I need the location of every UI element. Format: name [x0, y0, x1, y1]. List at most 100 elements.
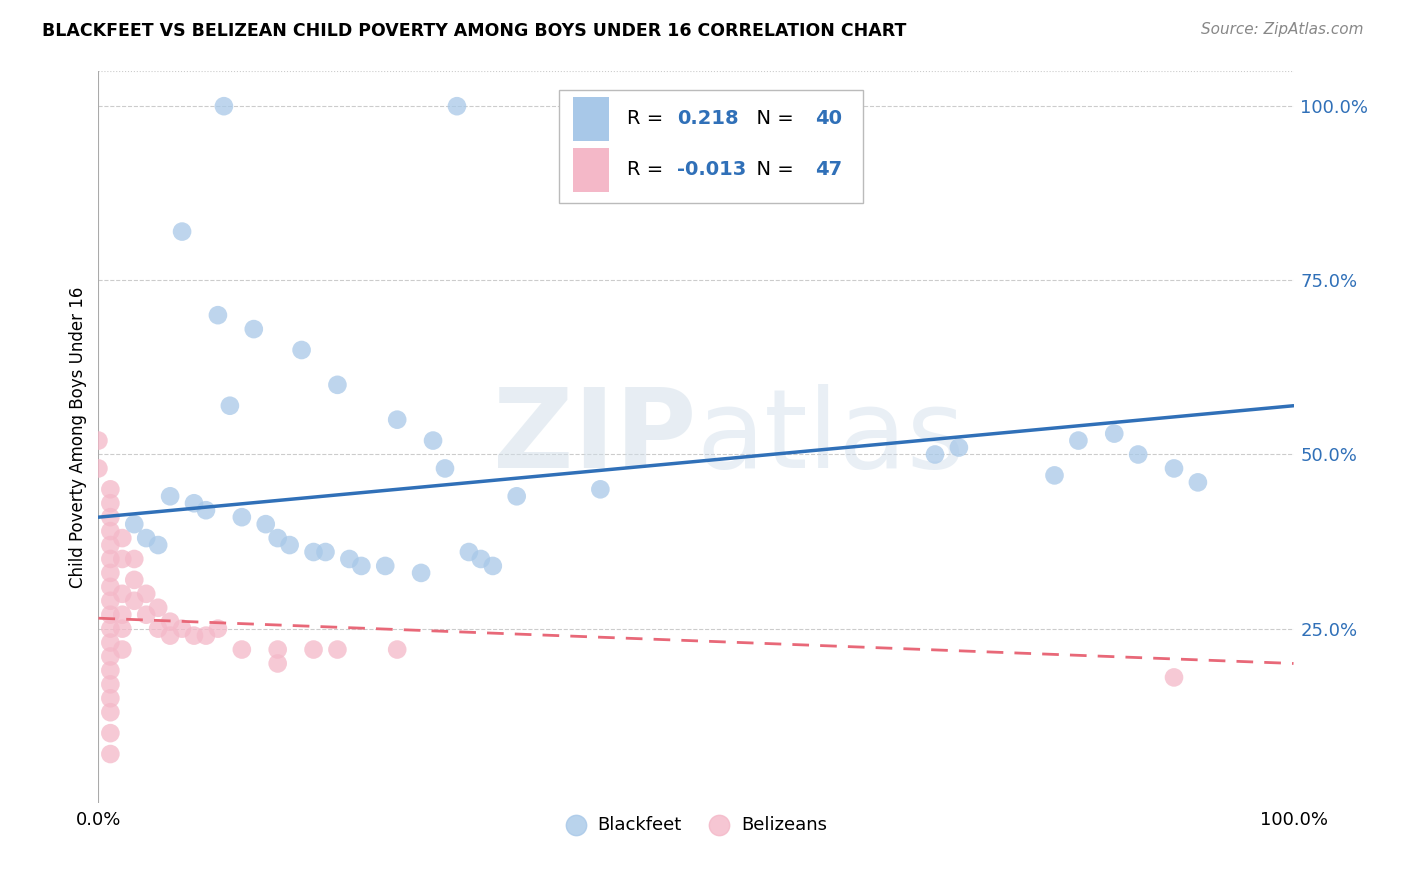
Point: [481, 558, 505, 573]
Point: [302, 545, 325, 559]
Point: [98, 510, 122, 524]
Text: N =: N =: [744, 109, 800, 128]
Point: [148, 622, 170, 636]
Point: [159, 489, 181, 503]
Point: [326, 642, 349, 657]
FancyBboxPatch shape: [572, 96, 609, 141]
Point: [385, 642, 409, 657]
Point: [385, 412, 409, 426]
Point: [207, 308, 229, 322]
Point: [98, 705, 122, 719]
Point: [98, 594, 122, 608]
Text: 47: 47: [815, 161, 842, 179]
Point: [278, 538, 301, 552]
Text: N =: N =: [744, 161, 800, 179]
Point: [411, 566, 433, 580]
Point: [111, 531, 134, 545]
Point: [267, 531, 290, 545]
Point: [87, 434, 110, 448]
Point: [458, 545, 481, 559]
Point: [589, 483, 612, 497]
Point: [111, 607, 134, 622]
Point: [350, 558, 373, 573]
Point: [135, 531, 157, 545]
Point: [98, 747, 122, 761]
Point: [124, 573, 146, 587]
Point: [111, 622, 134, 636]
Point: [124, 517, 146, 532]
Point: [267, 642, 290, 657]
Point: [98, 496, 122, 510]
Point: [98, 483, 122, 497]
Point: [98, 664, 122, 678]
Point: [148, 600, 170, 615]
Point: [302, 642, 325, 657]
Point: [1043, 468, 1066, 483]
Point: [1104, 426, 1126, 441]
Point: [948, 441, 970, 455]
Point: [291, 343, 314, 357]
Point: [159, 615, 181, 629]
Point: [1163, 670, 1185, 684]
Point: [172, 622, 194, 636]
Point: [98, 566, 122, 580]
Text: -0.013: -0.013: [676, 161, 747, 179]
Point: [98, 607, 122, 622]
FancyBboxPatch shape: [558, 90, 863, 203]
Point: [135, 587, 157, 601]
Point: [374, 558, 396, 573]
Point: [267, 657, 290, 671]
Point: [446, 99, 468, 113]
Point: [219, 399, 242, 413]
Point: [422, 434, 444, 448]
Text: 40: 40: [815, 109, 842, 128]
Point: [195, 503, 218, 517]
Legend: Blackfeet, Belizeans: Blackfeet, Belizeans: [558, 809, 834, 841]
Point: [98, 677, 122, 691]
Point: [148, 538, 170, 552]
Point: [98, 538, 122, 552]
Point: [254, 517, 277, 532]
Point: [111, 642, 134, 657]
Text: R =: R =: [627, 161, 669, 179]
Point: [98, 622, 122, 636]
Point: [111, 587, 134, 601]
Point: [231, 642, 253, 657]
Point: [212, 99, 235, 113]
Point: [315, 545, 337, 559]
FancyBboxPatch shape: [572, 148, 609, 192]
Text: R =: R =: [627, 109, 669, 128]
Point: [207, 622, 229, 636]
Point: [434, 461, 457, 475]
Point: [924, 448, 946, 462]
Point: [243, 322, 266, 336]
Point: [231, 510, 253, 524]
Text: Source: ZipAtlas.com: Source: ZipAtlas.com: [1201, 22, 1364, 37]
Point: [1128, 448, 1150, 462]
Text: atlas: atlas: [696, 384, 965, 491]
Point: [506, 489, 529, 503]
Point: [159, 629, 181, 643]
Point: [470, 552, 492, 566]
Point: [98, 580, 122, 594]
Point: [87, 461, 110, 475]
Point: [98, 524, 122, 538]
Point: [124, 594, 146, 608]
Point: [183, 496, 205, 510]
Text: BLACKFEET VS BELIZEAN CHILD POVERTY AMONG BOYS UNDER 16 CORRELATION CHART: BLACKFEET VS BELIZEAN CHILD POVERTY AMON…: [42, 22, 907, 40]
Point: [183, 629, 205, 643]
Point: [1187, 475, 1209, 490]
Text: ZIP: ZIP: [492, 384, 696, 491]
Point: [135, 607, 157, 622]
Point: [98, 635, 122, 649]
Point: [172, 225, 194, 239]
Point: [195, 629, 218, 643]
Y-axis label: Child Poverty Among Boys Under 16: Child Poverty Among Boys Under 16: [69, 286, 87, 588]
Point: [111, 552, 134, 566]
Point: [1067, 434, 1090, 448]
Point: [98, 552, 122, 566]
Point: [326, 377, 349, 392]
Point: [1163, 461, 1185, 475]
Point: [98, 649, 122, 664]
Point: [98, 726, 122, 740]
